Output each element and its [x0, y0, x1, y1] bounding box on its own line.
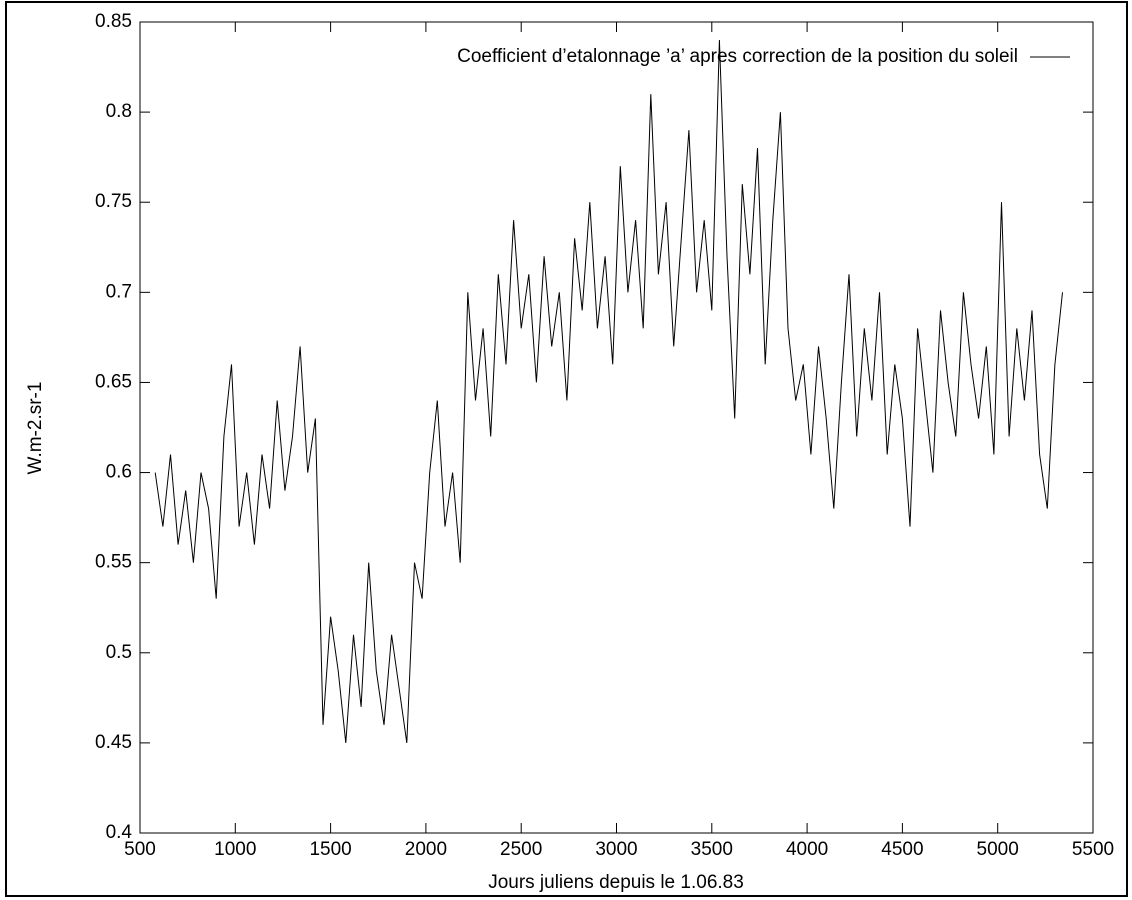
- plot-frame: [139, 21, 1094, 834]
- x-tick-label: 5000: [977, 839, 1019, 860]
- x-tick-label: 3500: [691, 839, 733, 860]
- x-axis-label: Jours juliens depuis le 1.06.83: [488, 872, 744, 893]
- data-line: [154, 39, 1063, 743]
- y-tick-label: 0.65: [95, 371, 132, 392]
- y-tick-label: 0.75: [95, 191, 132, 212]
- x-tick-label: 1000: [214, 839, 256, 860]
- y-tick-label: 0.4: [106, 822, 133, 843]
- x-tick-label: 5500: [1072, 839, 1114, 860]
- x-tick-label: 4500: [881, 839, 923, 860]
- y-tick-label: 0.6: [106, 462, 132, 483]
- y-tick-label: 0.55: [95, 552, 132, 573]
- legend-label: Coefficient d’etalonnage ’a’ apres corre…: [457, 46, 1018, 67]
- y-tick-label: 0.85: [95, 11, 132, 32]
- x-tick-label: 2000: [405, 839, 447, 860]
- y-tick-label: 0.7: [106, 281, 132, 302]
- y-axis-label: W.m-2.sr-1: [25, 382, 46, 475]
- y-tick-label: 0.8: [106, 101, 132, 122]
- y-tick-label: 0.45: [95, 732, 132, 753]
- x-tick-label: 1500: [309, 839, 351, 860]
- x-tick-label: 500: [124, 839, 156, 860]
- x-tick-label: 3000: [595, 839, 637, 860]
- x-tick-label: 4000: [786, 839, 828, 860]
- x-tick-label: 2500: [500, 839, 542, 860]
- outer-frame: [5, 1, 1128, 897]
- y-tick-label: 0.5: [106, 642, 132, 663]
